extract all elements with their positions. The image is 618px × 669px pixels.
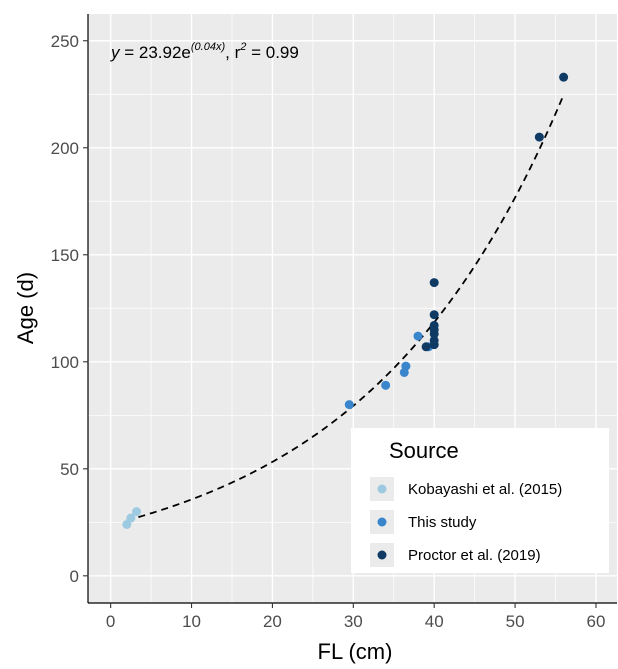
data-point [559,72,569,82]
annotation-r2-value: = 0.99 [246,43,298,62]
axes [87,14,617,604]
x-tick-label: 30 [344,612,363,631]
data-point [429,310,439,320]
data-point [429,335,439,345]
x-tick-label: 20 [263,612,282,631]
y-tick-label: 100 [51,353,79,372]
data-point [429,278,439,288]
data-point [122,519,132,529]
legend-marker [377,484,387,494]
y-tick-label: 250 [51,32,79,51]
y-tick-label: 50 [60,460,79,479]
data-point [132,507,142,517]
legend-title: Source [389,438,459,463]
x-axis-title: FL (cm) [318,639,393,664]
legend-items: Kobayashi et al. (2015) This study Proctor… [370,477,562,567]
annotation-y-var: y [110,43,121,62]
data-points [122,72,569,529]
data-point [344,400,354,410]
x-tick-label: 10 [182,612,201,631]
y-tick-label: 150 [51,246,79,265]
legend-label: This study [408,514,477,531]
x-tick-label: 50 [506,612,525,631]
grid-minor [88,14,617,603]
annotation-equation: y = 23.92e(0.04x), r2 = 0.99 [110,41,299,62]
annotation-r2-sup: 2 [239,41,246,53]
annotation-equation-base: = 23.92e [120,43,191,62]
legend-marker [377,550,387,560]
data-point [126,513,136,523]
y-axis-title: Age (d) [13,272,38,344]
legend: Source Kobayashi et al. (2015) This study… [351,428,609,573]
data-point [534,132,544,142]
data-point [401,361,411,371]
x-tick-label: 40 [425,612,444,631]
ticks: 0 10 20 30 40 50 60 0 50 100 150 200 250 [51,32,606,631]
annotation-r2-label: , r [225,43,240,62]
fit-curve [126,94,565,522]
y-tick-label: 200 [51,139,79,158]
y-tick-label: 0 [70,567,79,586]
x-tick-label: 60 [587,612,606,631]
legend-label: Proctor et al. (2019) [408,547,541,564]
data-point [421,342,431,352]
annotation-exponent: (0.04x) [191,41,226,53]
x-tick-label: 0 [106,612,115,631]
legend-marker [377,517,387,527]
data-point [413,331,423,341]
data-point [429,320,439,330]
legend-label: Kobayashi et al. (2015) [408,481,562,498]
data-point [381,380,391,390]
